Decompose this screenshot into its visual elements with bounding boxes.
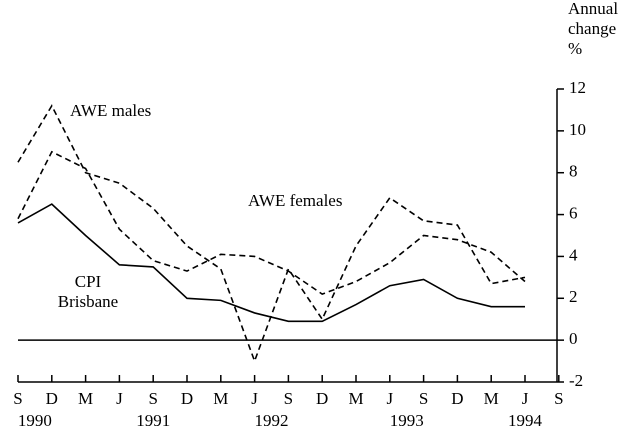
series-line [17,203,525,323]
axis-label: % [568,39,582,58]
x-tick-label: S [148,389,157,408]
y-tick-label: 0 [569,329,578,348]
x-tick-label: M [348,389,363,408]
year-label: 1990 [18,411,52,430]
x-tick-label: J [251,389,258,408]
x-tick-label: S [554,389,563,408]
y-tick-label: 12 [569,78,586,97]
x-tick-label: D [451,389,463,408]
series-label-line: CPI [75,272,102,291]
y-tick-label: 8 [569,162,578,181]
x-tick-label: S [419,389,428,408]
x-tick-label: M [78,389,93,408]
axis-label: change [568,19,616,38]
y-tick-label: 10 [569,120,586,139]
year-label: 1994 [508,411,543,430]
x-tick-label: M [484,389,499,408]
year-label: 1991 [136,411,170,430]
y-tick-label: -2 [569,371,583,390]
series-label: CPI Brisbane [58,272,118,311]
x-tick-label: D [181,389,193,408]
y-tick-label: 2 [569,287,578,306]
year-label: 1992 [255,411,289,430]
series-label-line: Brisbane [58,292,118,311]
series-label: AWE females [248,191,342,210]
axis-label: Annual [568,0,618,18]
x-tick-label: D [316,389,328,408]
x-tick-label: D [46,389,58,408]
x-tick-label: J [386,389,393,408]
year-label: 1993 [390,411,424,430]
x-tick-label: S [284,389,293,408]
series-line [17,150,526,295]
series-line [17,104,526,364]
x-tick-label: M [213,389,228,408]
y-tick-label: 6 [569,203,578,222]
x-tick-label: J [522,389,529,408]
x-tick-label: J [116,389,123,408]
x-tick-label: S [13,389,22,408]
series-label: AWE males [70,101,151,120]
y-tick-label: 4 [569,245,578,264]
